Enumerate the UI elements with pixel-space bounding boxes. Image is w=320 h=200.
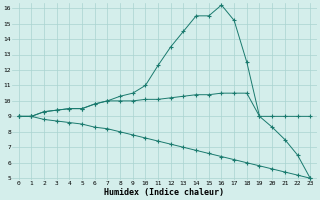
X-axis label: Humidex (Indice chaleur): Humidex (Indice chaleur): [104, 188, 224, 197]
